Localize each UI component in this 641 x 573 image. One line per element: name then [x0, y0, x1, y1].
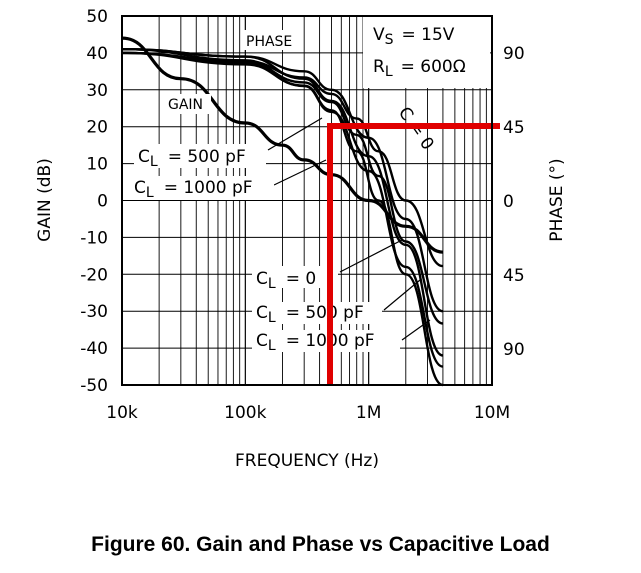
- y-left-tick-label: -20: [80, 265, 108, 285]
- axis-ticks: 50 40 30 20 10 0 -10 -20 -30 -40 -50 90 45 0 45 90 10k 10…: [80, 7, 524, 423]
- x-tick-label: 10M: [474, 403, 510, 423]
- cl-1000-label: CL = 1000 pF: [134, 178, 253, 201]
- cl500-label-bg: [134, 144, 266, 168]
- gain-curve-label: GAIN: [168, 97, 203, 113]
- gain-curve-6: [121, 48, 444, 368]
- y-left-tick-label: 10: [86, 155, 108, 175]
- cl-500-lower-label: CL = 500 pF: [256, 303, 364, 326]
- condition-vs: VS = 15V: [373, 25, 455, 48]
- y-left-tick-label: 40: [86, 44, 108, 64]
- gain-curve-5: [121, 48, 444, 357]
- cl1000-label-bg: [130, 176, 274, 200]
- y-left-tick-label: 0: [97, 192, 108, 212]
- leader-line: [339, 239, 403, 273]
- figure-caption: Figure 60. Gain and Phase vs Capacitive …: [91, 533, 550, 556]
- x-axis-label: FREQUENCY (Hz): [235, 451, 379, 471]
- x-tick-label: 10k: [106, 403, 138, 423]
- y-axis-left-label: GAIN (dB): [35, 158, 55, 242]
- y-left-tick-label: -40: [80, 339, 108, 359]
- y-right-tick-label: 45: [503, 118, 525, 138]
- leader-line: [273, 159, 327, 186]
- phase-curve-2: [121, 51, 444, 325]
- leader-line: [401, 319, 431, 341]
- y-right-tick-label: 45: [503, 266, 525, 286]
- phase-curve-3: [121, 51, 444, 387]
- x-tick-label: 100k: [224, 403, 266, 423]
- cl-0-lower-label: CL = 0: [256, 269, 316, 292]
- y-axis-right-label: PHASE (°): [547, 158, 567, 241]
- red-highlight-marker: [327, 123, 500, 385]
- phase-label-bg: [243, 30, 303, 50]
- y-left-tick-label: -30: [80, 302, 108, 322]
- annotation-leaders: [267, 117, 431, 341]
- y-right-tick-label: 90: [503, 44, 525, 64]
- y-left-tick-label: 30: [86, 81, 108, 101]
- phase-curve-label: PHASE: [246, 34, 292, 50]
- cl0-lower-bg: [252, 266, 338, 288]
- y-right-tick-label: 90: [503, 340, 525, 360]
- y-left-tick-label: 20: [86, 118, 108, 138]
- y-right-tick-label: 0: [503, 192, 514, 212]
- condition-rl: RL = 600Ω: [373, 57, 466, 80]
- leader-line: [383, 279, 421, 311]
- conditions-box: [363, 16, 490, 88]
- y-left-tick-label: 50: [86, 7, 108, 27]
- y-left-tick-label: -50: [80, 376, 108, 396]
- y-left-tick-label: -10: [80, 228, 108, 248]
- leader-line: [267, 117, 323, 151]
- cl500-lower-bg: [252, 302, 382, 324]
- cl-500-label: CL = 500 pF: [138, 147, 246, 170]
- plot-frame: [121, 15, 493, 386]
- cl1000-lower-bg: [252, 330, 400, 352]
- chart-curves: [121, 36, 444, 387]
- x-tick-label: 1M: [356, 403, 381, 423]
- gain-label-bg: [165, 94, 211, 114]
- gain-phase-chart: 50 40 30 20 10 0 -10 -20 -30 -40 -50 90 45 0 45 90 10k 10…: [35, 7, 567, 471]
